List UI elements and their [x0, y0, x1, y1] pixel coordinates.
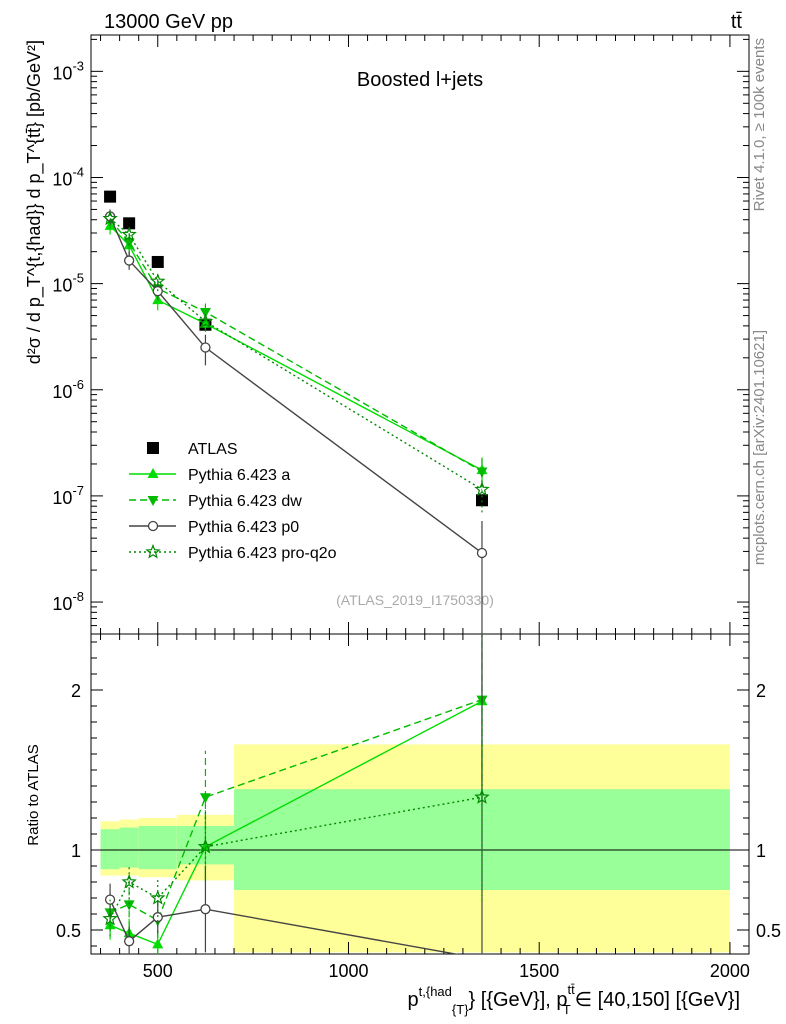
legend-label: Pythia 6.423 a: [188, 467, 290, 484]
x-tick-label: 500: [143, 961, 173, 981]
main-data-point: [123, 255, 135, 266]
ratio-data-point: [199, 793, 211, 804]
main-series-line: [109, 225, 483, 471]
main-series-atlas: [104, 190, 488, 507]
main-series-layer: [102, 190, 490, 634]
legend-label: Pythia 6.423 pro-q2o: [188, 545, 337, 562]
ratio-uncertainty-bands: [100, 744, 730, 953]
main-y-axis-label: d²σ / d p_T^{t,{had}} d p_T^{tt̄} [pb/Ge…: [24, 40, 45, 364]
main-y-tick-label: 10-5: [52, 271, 84, 296]
x-tick-label: 1500: [519, 961, 559, 981]
header-left: 13000 GeV pp: [104, 11, 233, 33]
main-data-point: [104, 190, 117, 203]
header-right: tt̄: [731, 11, 743, 33]
main-series-pythia-6-423-pro-q2o: [102, 210, 490, 513]
ratio-data-point: [121, 873, 137, 889]
legend-label: Pythia 6.423 p0: [188, 519, 299, 536]
analysis-watermark: (ATLAS_2019_I1750330): [336, 592, 494, 608]
main-y-tick-label: 10-8: [52, 589, 84, 614]
ratio-series-layer: [102, 634, 490, 954]
ratio-y-tick-label: 1: [71, 841, 81, 861]
legend-marker: [147, 442, 159, 454]
main-data-point: [200, 342, 211, 353]
ratio-y-tick-label: 1: [756, 841, 766, 861]
main-y-tick-label: 10-4: [52, 164, 84, 189]
legend-marker: [147, 520, 159, 532]
ratio-y-tick-label: 0.5: [56, 921, 81, 941]
main-y-tick-label: 10-3: [52, 58, 84, 83]
ratio-data-point: [150, 889, 166, 905]
x-tick-label: 1000: [328, 961, 368, 981]
ratio-band-inner: [119, 827, 139, 868]
main-y-tick-label: 10-6: [52, 377, 84, 402]
legend-marker: [145, 543, 161, 559]
main-data-point: [150, 273, 166, 288]
axes-ticks: 10-8 10-7 10-6 10-5 10-4 10-3 500 1000 1500 2000 0…: [52, 35, 781, 981]
ratio-data-point: [200, 904, 211, 915]
ratio-y-axis-label: Ratio to ATLAS: [25, 744, 42, 845]
main-plot-title: Boosted l+jets: [357, 69, 483, 91]
ratio-data-point: [474, 789, 490, 804]
main-series-pythia-6-423-p0: [104, 209, 488, 634]
legend-marker: [147, 468, 159, 478]
ratio-y-tick-label: 2: [71, 681, 81, 701]
x-tick-label: 2000: [710, 961, 750, 981]
ratio-data-point: [102, 910, 118, 926]
ratio-data-point: [123, 900, 135, 911]
ratio-data-point: [123, 936, 135, 947]
main-data-point: [476, 467, 488, 478]
main-data-point: [199, 317, 211, 328]
ratio-data-point: [480, 953, 484, 954]
main-data-point: [102, 210, 118, 226]
legend: ATLAS Pythia 6.423 a Pythia 6.423 dw Pythia…: [129, 441, 337, 562]
ratio-data-point: [197, 838, 214, 854]
main-data-point: [474, 481, 490, 497]
ratio-series-line: [109, 698, 483, 922]
ratio-y-tick-label: 0.5: [756, 921, 781, 941]
main-data-point: [475, 494, 488, 507]
main-series-line: [109, 218, 483, 491]
ratio-band-inner: [100, 829, 120, 870]
ratio-data-point: [152, 938, 164, 949]
legend-label: ATLAS: [188, 441, 238, 458]
main-series-pythia-6-423-dw: [104, 211, 488, 488]
legend-label: Pythia 6.423 dw: [188, 493, 302, 510]
main-data-point: [197, 313, 214, 329]
main-data-point: [199, 308, 211, 319]
main-data-point: [121, 226, 137, 242]
ratio-y-tick-label: 2: [756, 681, 766, 701]
main-series-line: [109, 219, 483, 473]
main-y-tick-label: 10-7: [52, 483, 84, 508]
side-label-bottom: mcplots.cern.ch [arXiv:2401.10621]: [751, 330, 768, 565]
x-axis-label: pt,{had{T}} [{GeV}], ptt̄ T ∈ [40,150] [{G…: [408, 982, 740, 1017]
ratio-band-inner: [138, 826, 177, 870]
ratio-plot-frame: [90, 633, 750, 955]
main-data-point: [123, 217, 136, 230]
main-data-point: [151, 255, 164, 268]
main-data-point: [476, 547, 488, 559]
side-label-top: Rivet 4.1.0, ≥ 100k events: [751, 38, 768, 211]
legend-marker: [147, 496, 159, 506]
ratio-series-pythia-6-423-pro-q2o: [102, 706, 490, 937]
